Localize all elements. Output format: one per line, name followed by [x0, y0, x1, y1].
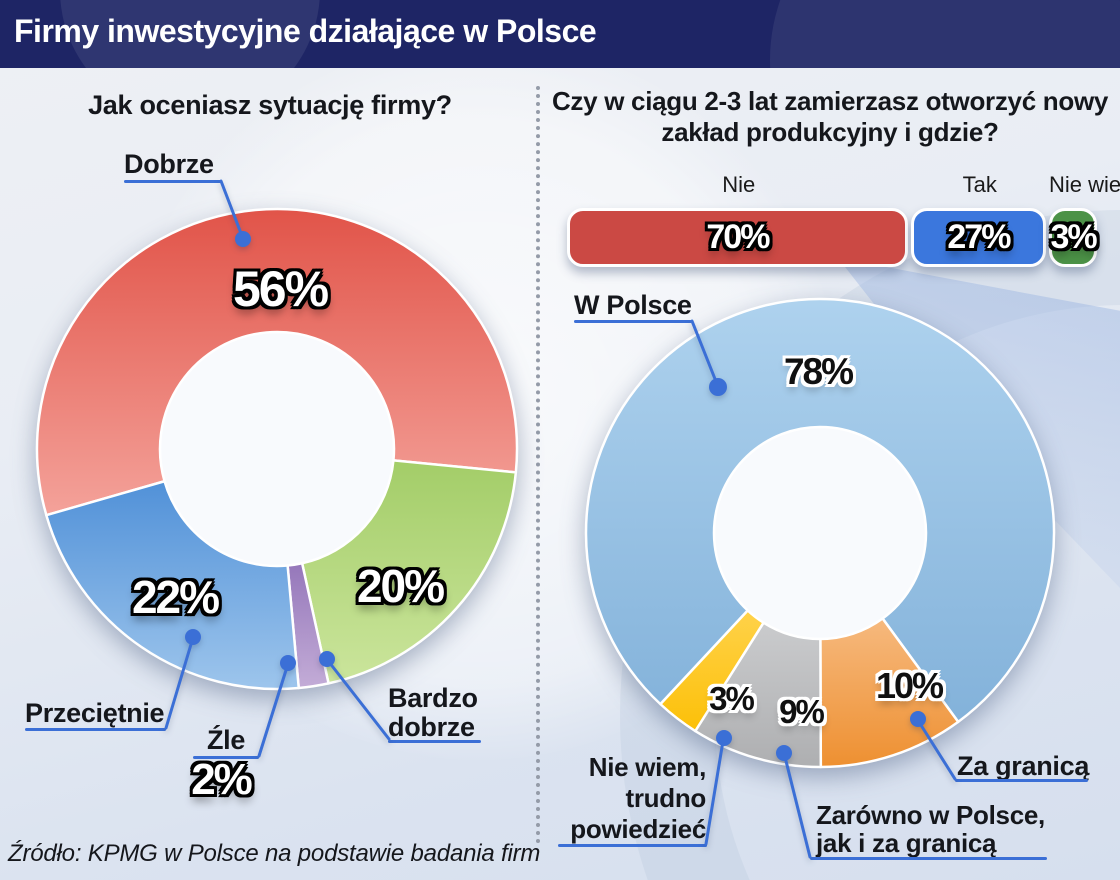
value-label-nie-wiem-donut: 3%	[709, 680, 755, 717]
value-label-zarowno: 9%	[779, 693, 825, 730]
column-divider	[536, 86, 540, 844]
underline-zarowno	[810, 857, 1047, 860]
bar-label-tak: Tak	[962, 172, 997, 197]
bar-segment-nie-wiem: 3%	[1049, 208, 1098, 267]
bar-label-nie-wiem: Nie wiem	[1049, 172, 1120, 197]
callout-dobrze: Dobrze	[124, 149, 214, 179]
value-label-za-granica: 10%	[875, 665, 944, 706]
slice-nie-wiem	[659, 609, 765, 733]
value-label-przecietnie: 22%	[131, 571, 220, 623]
bar-segment-tak: 27%	[910, 208, 1046, 267]
callout-w-polsce: W Polsce	[574, 290, 692, 320]
value-label-zle: 2%	[191, 755, 253, 804]
donut-hole	[712, 425, 928, 641]
donut-hole	[158, 330, 396, 568]
underline-w-polsce	[574, 320, 692, 323]
header-banner: Firmy inwestycyjne działające w Polsce	[0, 0, 1120, 68]
slice-w-polsce	[584, 297, 1056, 724]
header-circle-decoration	[770, 0, 1120, 68]
callout-przecietnie: Przeciętnie	[25, 698, 165, 728]
value-label-w-polsce: 78%	[783, 351, 854, 392]
underline-bardzo-dobrze	[388, 740, 481, 743]
bar-value-nie-wiem: 3%	[1050, 218, 1097, 256]
page-title: Firmy inwestycyjne działające w Polsce	[14, 13, 597, 49]
bar-label-nie: Nie	[722, 172, 756, 197]
bar-value-tak: 27%	[947, 218, 1011, 256]
callout-nie-wiem: Nie wiem, trudno powiedzieć	[570, 752, 706, 844]
callout-za-granica: Za granicą	[957, 751, 1090, 781]
bar-segment-nie: 70%	[567, 208, 908, 267]
value-label-bardzo-dobrze: 20%	[356, 560, 445, 612]
slice-dobrze	[35, 207, 519, 517]
bar-category-labels: Nie Tak Nie wiem	[567, 172, 1120, 198]
right-chart-title: Czy w ciągu 2-3 lat zamierzasz otworzyć …	[551, 86, 1109, 147]
source-note: Źródło: KPMG w Polsce na podstawie badan…	[8, 840, 541, 867]
callout-bardzo-dobrze: Bardzo dobrze	[388, 683, 478, 742]
header-circle-decoration	[60, 0, 320, 68]
callout-zarowno: Zarówno w Polsce, jak i za granicą	[816, 800, 1045, 858]
value-label-dobrze: 56%	[232, 261, 329, 317]
underline-dobrze	[124, 180, 222, 183]
underline-zle	[193, 756, 259, 759]
left-donut-chart	[35, 207, 519, 691]
callout-zle: Źle	[206, 725, 246, 755]
slice-przecietnie	[45, 480, 300, 691]
left-chart-title: Jak oceniasz sytuację firmy?	[88, 90, 452, 120]
underline-nie-wiem	[558, 844, 707, 847]
stacked-bar-chart: 70% 27% 3%	[567, 208, 1098, 267]
bar-value-nie: 70%	[706, 218, 770, 256]
underline-przecietnie	[25, 728, 166, 731]
underline-za-granica	[955, 779, 1088, 782]
